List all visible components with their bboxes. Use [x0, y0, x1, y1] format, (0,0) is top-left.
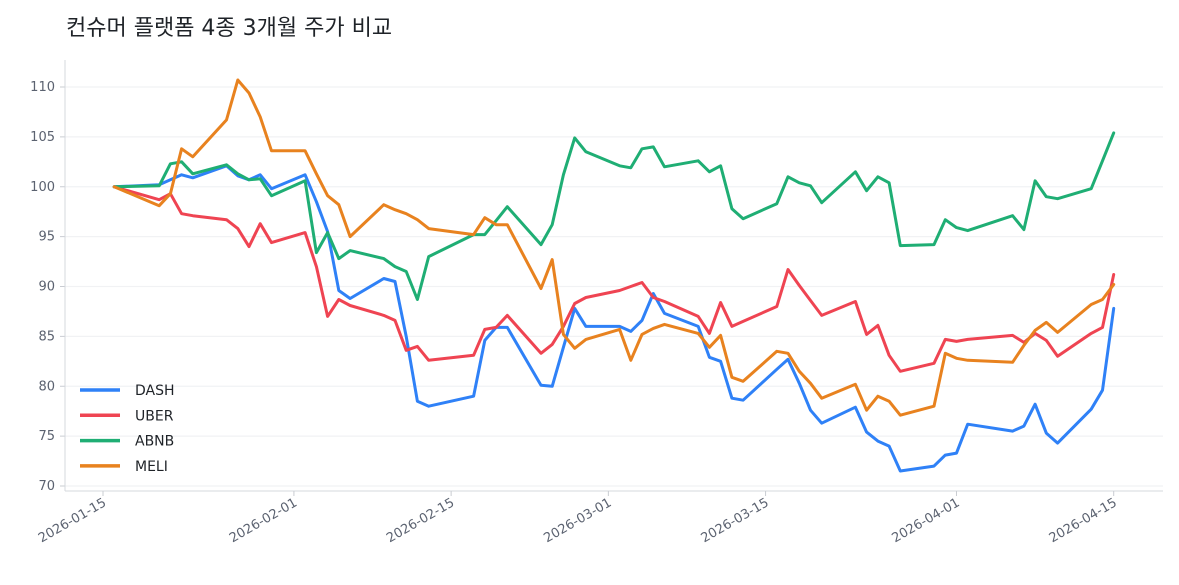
series-line-uber: [112, 185, 1116, 373]
y-tick-label: 70: [38, 479, 55, 494]
y-tick-label: 85: [38, 329, 55, 344]
y-tick-label: 100: [30, 180, 55, 195]
series-line-meli: [112, 78, 1116, 417]
legend-label-abnb: ABNB: [135, 434, 174, 450]
x-tick-label: 2026-03-01: [541, 495, 614, 546]
y-tick-label: 75: [38, 429, 55, 444]
y-tick-label: 80: [38, 379, 55, 394]
y-tick-label: 90: [38, 280, 55, 295]
legend-label-meli: MELI: [135, 459, 168, 475]
x-tick-label: 2026-01-15: [36, 495, 109, 546]
y-tick-label: 95: [38, 230, 55, 245]
chart-title: 컨슈머 플랫폼 4종 3개월 주가 비교: [66, 16, 393, 41]
y-tick-label: 110: [30, 80, 55, 95]
series-line-dash: [112, 164, 1116, 473]
y-tick-label: 105: [30, 130, 55, 145]
x-tick-label: 2026-02-01: [227, 495, 300, 546]
legend-label-uber: UBER: [135, 408, 174, 424]
x-tick-label: 2026-02-15: [384, 495, 457, 546]
x-tick-label: 2026-03-15: [699, 495, 772, 546]
x-tick-label: 2026-04-01: [890, 495, 963, 546]
legend-label-dash: DASH: [135, 383, 175, 399]
x-tick-label: 2026-04-15: [1047, 495, 1120, 546]
series-line-abnb: [112, 131, 1116, 301]
